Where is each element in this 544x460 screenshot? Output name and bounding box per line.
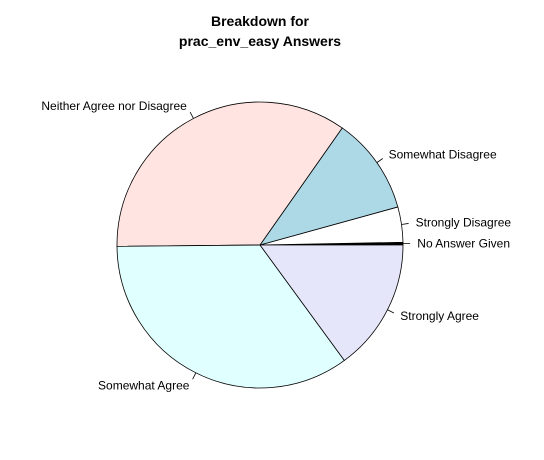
pie-slice (259, 244, 404, 362)
pie-label-tick (387, 309, 395, 314)
chart-title-line-2: prac_env_easy Answers (178, 33, 342, 49)
chart-title-line-1: Breakdown for (210, 13, 309, 29)
pie-label-tick (192, 372, 197, 380)
pie-slice-label: Somewhat Agree (98, 379, 190, 393)
pie-slice-label: Strongly Disagree (416, 215, 512, 229)
pie-slice-label: Strongly Agree (400, 309, 479, 323)
pie-label-tick (189, 111, 194, 119)
pie-slice-label: Somewhat Disagree (389, 147, 497, 161)
pie-slice-label: No Answer Given (417, 237, 510, 251)
pie-label-tick (401, 223, 409, 225)
pie-slice (259, 127, 399, 246)
pie-slice-label: Neither Agree nor Disagree (41, 99, 187, 113)
pie-label-tick (376, 158, 383, 163)
